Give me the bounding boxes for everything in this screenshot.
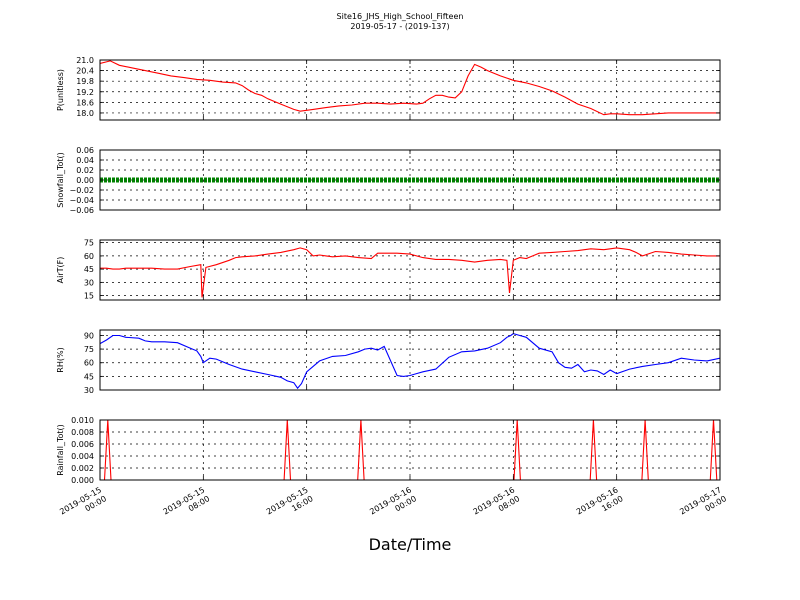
panels-group: 21.020.419.819.218.618.0P(unitless)0.060…	[56, 56, 721, 485]
chart-title: Site16_JHS_High_School_Fifteen	[337, 12, 464, 21]
y-tick-label-3-2: 45	[84, 265, 94, 274]
y-axis-label-5: Rainfall_Tot()	[56, 424, 65, 476]
y-tick-label-1-1: 20.4	[76, 67, 94, 76]
y-tick-label-2-3: 0.00	[76, 176, 94, 185]
y-tick-label-5-0: 0.010	[71, 416, 94, 425]
y-tick-label-4-2: 60	[84, 359, 94, 368]
y-tick-label-1-5: 18.0	[76, 109, 94, 118]
y-tick-label-2-2: 0.02	[76, 166, 94, 175]
y-tick-label-3-3: 30	[84, 278, 94, 287]
y-tick-label-5-1: 0.008	[71, 428, 94, 437]
y-tick-label-2-6: −0.06	[69, 206, 94, 215]
y-axis-label-2: Snowfall_Tot()	[56, 152, 65, 208]
y-tick-label-5-5: 0.000	[71, 476, 94, 485]
panel-2: 0.060.040.020.00−0.02−0.04−0.06 Snowfall_…	[56, 146, 721, 215]
series-line-4	[100, 332, 720, 390]
panel-3: 75 60 45 30 15 AirT(F)	[56, 239, 721, 301]
panel-1: 21.0 20.419.8 19.218.6 18.0 P(unitless)	[56, 56, 721, 121]
y-tick-label-3-0: 75	[84, 239, 94, 248]
series-line-1	[100, 60, 720, 116]
y-tick-label-1-2: 19.8	[76, 77, 94, 86]
y-tick-label-2-1: 0.04	[76, 156, 94, 165]
y-tick-label-2-5: −0.04	[69, 196, 94, 205]
y-tick-label-4-3: 45	[84, 372, 94, 381]
y-tick-label-1-0: 21.0	[76, 56, 94, 65]
y-tick-label-4-1: 75	[84, 345, 94, 354]
y-tick-label-4-4: 30	[84, 386, 94, 395]
panel-4: 90 75 60 45 30 RH(%)	[56, 329, 721, 395]
y-tick-label-5-3: 0.004	[71, 452, 94, 461]
y-tick-label-2-0: 0.06	[76, 146, 94, 155]
y-axis-label-4: RH(%)	[56, 347, 65, 372]
y-tick-label-1-3: 19.2	[76, 88, 94, 97]
x-axis-label: Date/Time	[369, 535, 452, 554]
y-tick-label-5-4: 0.002	[71, 464, 94, 473]
y-axis-label-3: AirT(F)	[56, 257, 65, 284]
y-tick-label-4-0: 90	[84, 331, 94, 340]
y-tick-label-3-4: 15	[84, 292, 94, 301]
panel-5: 0.010 0.008 0.006 0.004 0.002 0.000 Rainfall_T…	[56, 416, 721, 485]
y-tick-label-5-2: 0.006	[71, 440, 94, 449]
y-tick-label-1-4: 18.6	[76, 98, 94, 107]
chart-subtitle: 2019-05-17 - (2019-137)	[350, 22, 449, 31]
y-axis-label-1: P(unitless)	[56, 69, 65, 111]
y-tick-label-3-1: 60	[84, 252, 94, 261]
y-tick-label-2-4: −0.02	[69, 186, 94, 195]
series-line-3	[100, 247, 720, 298]
